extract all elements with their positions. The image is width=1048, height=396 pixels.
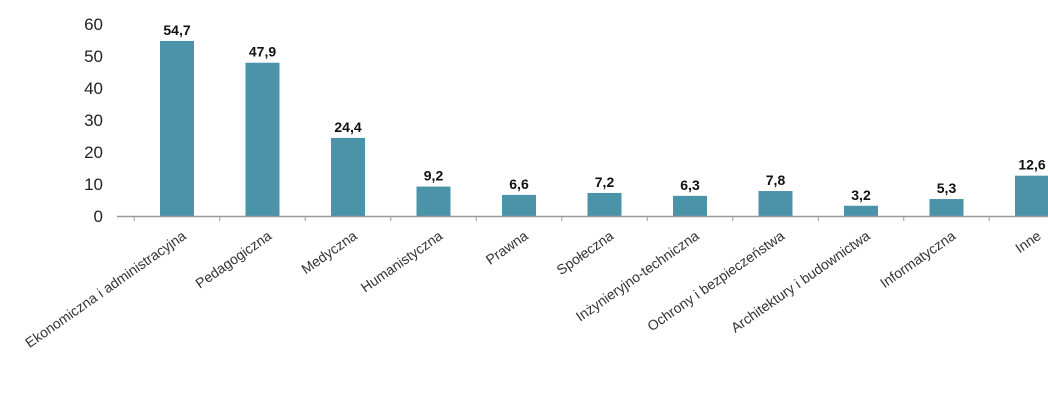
- y-axis: 0 10 20 30 40 50 60: [84, 15, 103, 226]
- data-label-1: 47,9: [249, 44, 276, 60]
- bar-7: [758, 191, 793, 216]
- bar-4: [502, 194, 536, 216]
- data-label-0: 54,7: [163, 22, 190, 38]
- bar-6: [673, 195, 707, 216]
- y-tick-label-5: 50: [84, 47, 103, 66]
- y-tick-label-0: 0: [94, 207, 103, 226]
- bar-9: [929, 199, 964, 216]
- bar-3: [416, 186, 451, 216]
- y-tick-label-1: 10: [84, 175, 103, 194]
- data-label-6: 6,3: [680, 177, 700, 193]
- data-label-4: 6,6: [509, 176, 529, 192]
- data-label-2: 24,4: [334, 119, 361, 135]
- category-label-0: Ekonomiczna i administracyjna: [22, 227, 189, 350]
- bar-1: [245, 62, 280, 216]
- bar-5: [587, 192, 622, 216]
- data-label-9: 5,3: [937, 180, 957, 196]
- data-label-7: 7,8: [766, 172, 786, 188]
- category-label-5: Społeczna: [553, 227, 616, 278]
- y-tick-label-2: 20: [84, 143, 103, 162]
- bar-8: [844, 205, 878, 216]
- y-tick-label-3: 30: [84, 111, 103, 130]
- data-label-3: 9,2: [424, 168, 444, 184]
- data-label-5: 7,2: [595, 174, 615, 190]
- category-label-10: Inne: [1012, 227, 1044, 256]
- data-label-10: 12,6: [1018, 157, 1045, 173]
- category-label-7: Ochrony i bezpieczeństwa: [644, 227, 787, 334]
- bar-2: [331, 137, 365, 216]
- category-label-2: Medyczna: [298, 227, 360, 277]
- category-labels: Ekonomiczna i administracyjna Pedagogiczn…: [22, 227, 1044, 350]
- category-label-8: Architektury i budownictwa: [728, 227, 873, 335]
- category-label-1: Pedagogiczna: [192, 227, 274, 291]
- category-label-9: Informatyczna: [877, 227, 958, 291]
- y-tick-label-6: 60: [84, 15, 103, 34]
- data-label-8: 3,2: [851, 187, 871, 203]
- category-label-4: Prawna: [483, 227, 531, 267]
- x-axis: [117, 215, 1048, 221]
- y-tick-label-4: 40: [84, 79, 103, 98]
- bars: [160, 40, 1048, 217]
- category-label-3: Humanistyczna: [358, 227, 446, 295]
- bar-10: [1015, 175, 1048, 216]
- bar-0: [160, 40, 194, 217]
- data-labels: 54,7 47,9 24,4 9,2 6,6 7,2 6,3 7,8 3,2 5,3 12,6: [163, 22, 1045, 203]
